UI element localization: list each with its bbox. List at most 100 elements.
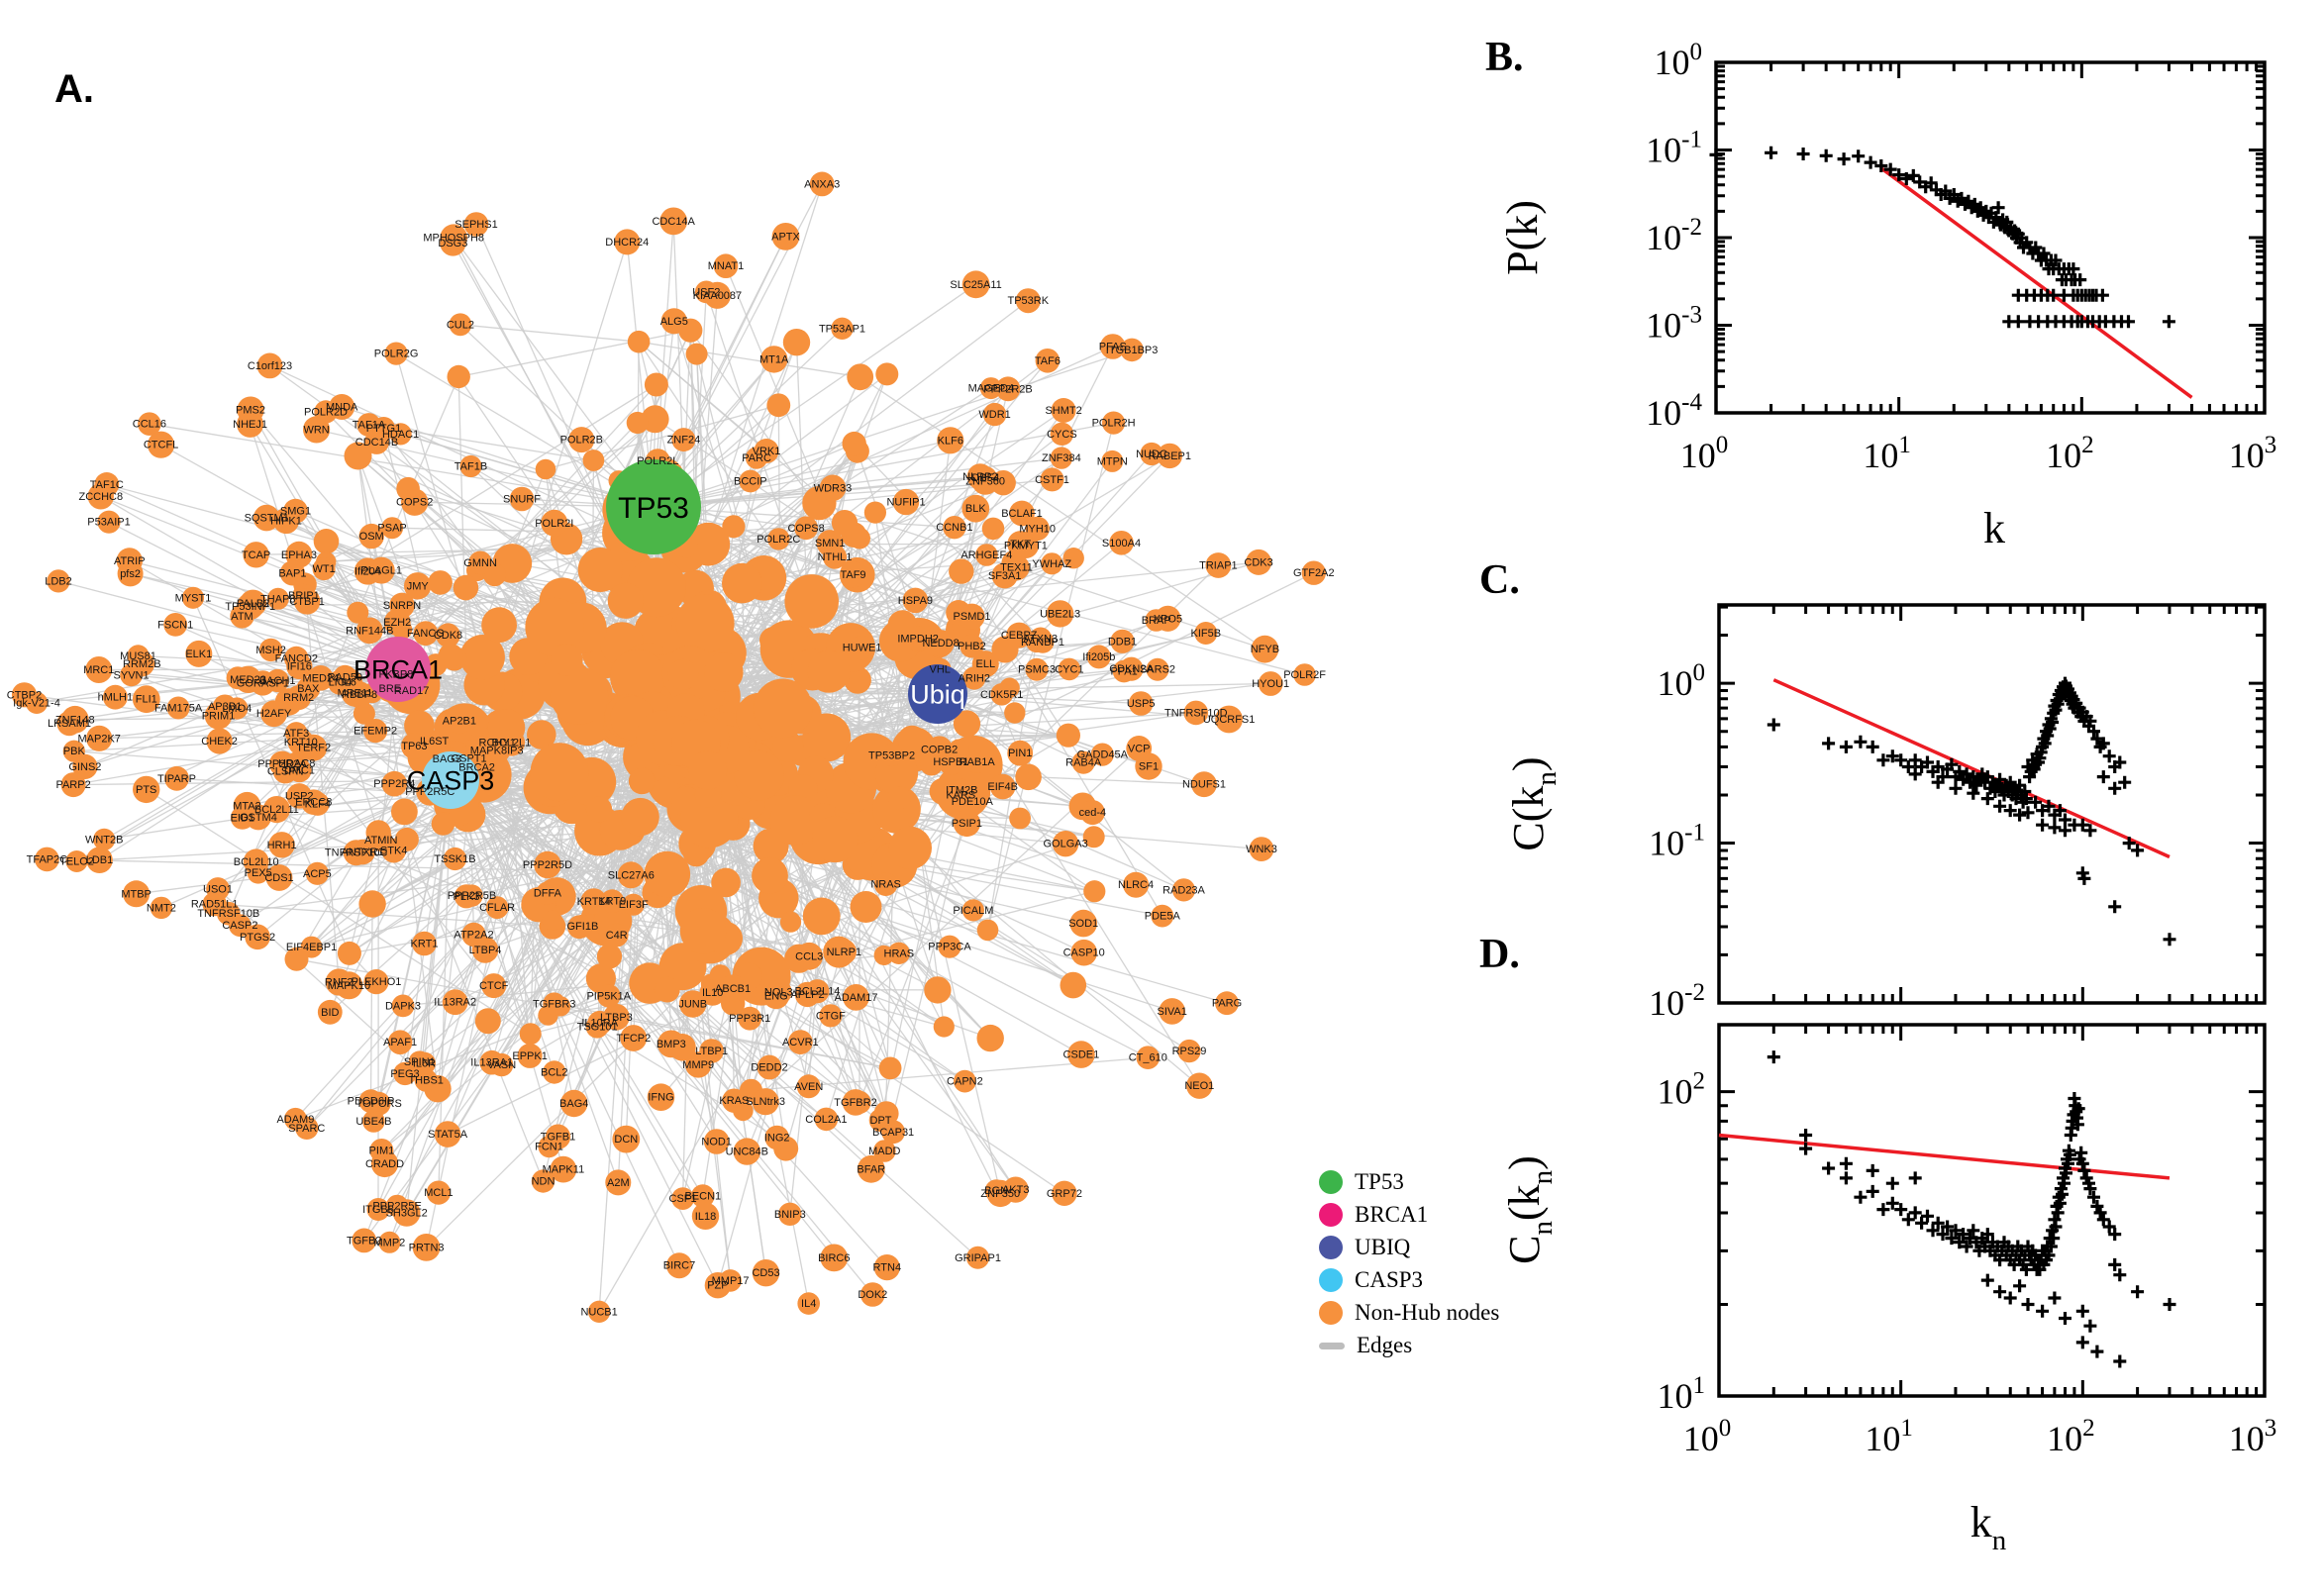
network-node[interactable]	[132, 685, 160, 714]
network-node[interactable]	[1123, 871, 1150, 898]
network-node[interactable]	[479, 1049, 505, 1075]
network-node[interactable]	[831, 317, 854, 340]
network-node[interactable]	[86, 725, 113, 751]
network-node[interactable]	[1083, 880, 1106, 903]
network-node[interactable]	[627, 330, 651, 353]
network-node[interactable]	[995, 376, 1021, 402]
network-node[interactable]	[943, 516, 966, 540]
network-node[interactable]	[65, 850, 88, 872]
network-node[interactable]	[1070, 939, 1097, 966]
network-node[interactable]	[605, 1169, 632, 1196]
network-node[interactable]	[924, 976, 952, 1004]
network-node[interactable]	[654, 976, 680, 1003]
network-node[interactable]	[1215, 991, 1239, 1016]
network-node[interactable]	[381, 838, 407, 863]
network-node[interactable]	[979, 377, 1002, 400]
network-node[interactable]	[381, 770, 408, 797]
hub-node-tp53[interactable]	[606, 459, 701, 554]
network-node[interactable]	[981, 517, 1005, 541]
network-node[interactable]	[329, 394, 355, 420]
network-node[interactable]	[305, 861, 329, 885]
network-node[interactable]	[352, 1228, 377, 1253]
network-node[interactable]	[97, 510, 121, 534]
network-node[interactable]	[233, 791, 261, 820]
network-node[interactable]	[527, 720, 556, 749]
network-node[interactable]	[990, 683, 1013, 706]
network-node[interactable]	[459, 454, 482, 478]
network-node[interactable]	[953, 809, 981, 838]
network-node[interactable]	[347, 601, 369, 624]
network-node[interactable]	[1003, 554, 1030, 581]
network-node[interactable]	[485, 896, 509, 920]
network-node[interactable]	[426, 1180, 451, 1205]
network-node[interactable]	[423, 730, 446, 752]
network-node[interactable]	[1293, 663, 1316, 686]
network-node[interactable]	[628, 767, 656, 795]
network-node[interactable]	[796, 1074, 821, 1099]
network-node[interactable]	[704, 652, 744, 692]
network-node[interactable]	[93, 828, 116, 851]
network-node[interactable]	[206, 728, 233, 754]
network-node[interactable]	[272, 507, 300, 535]
network-node[interactable]	[722, 1088, 747, 1113]
network-node[interactable]	[667, 658, 699, 690]
network-node[interactable]	[35, 847, 59, 872]
network-node[interactable]	[570, 914, 595, 939]
network-node[interactable]	[1069, 909, 1097, 938]
network-node[interactable]	[842, 431, 866, 456]
network-node[interactable]	[814, 1107, 839, 1132]
network-node[interactable]	[603, 1003, 630, 1031]
network-node[interactable]	[550, 666, 609, 725]
network-node[interactable]	[367, 556, 395, 584]
network-node[interactable]	[1007, 531, 1035, 557]
network-node[interactable]	[245, 924, 270, 950]
network-node[interactable]	[1050, 447, 1073, 469]
network-node[interactable]	[687, 750, 728, 790]
network-node[interactable]	[1082, 826, 1105, 848]
network-node[interactable]	[252, 504, 280, 532]
network-node[interactable]	[880, 744, 903, 767]
network-node[interactable]	[138, 412, 161, 437]
network-node[interactable]	[206, 877, 230, 901]
network-node[interactable]	[699, 979, 726, 1006]
network-node[interactable]	[739, 469, 762, 493]
network-node[interactable]	[959, 603, 985, 630]
network-node[interactable]	[1157, 443, 1183, 469]
network-node[interactable]	[1146, 657, 1169, 681]
network-node[interactable]	[1015, 763, 1042, 791]
network-node[interactable]	[453, 574, 479, 601]
network-node[interactable]	[614, 229, 641, 255]
network-node[interactable]	[902, 587, 929, 614]
network-node[interactable]	[120, 663, 143, 687]
network-node[interactable]	[604, 923, 629, 948]
network-node[interactable]	[580, 888, 607, 915]
network-node[interactable]	[1015, 288, 1041, 314]
network-node[interactable]	[87, 483, 115, 510]
network-node[interactable]	[878, 1056, 902, 1080]
network-node[interactable]	[412, 931, 437, 956]
network-node[interactable]	[738, 1006, 762, 1031]
network-node[interactable]	[550, 1155, 577, 1183]
network-node[interactable]	[863, 501, 887, 524]
network-node[interactable]	[1215, 705, 1243, 734]
network-node[interactable]	[1194, 622, 1218, 645]
network-node[interactable]	[984, 1179, 1008, 1203]
network-node[interactable]	[961, 494, 990, 523]
network-node[interactable]	[1046, 600, 1074, 628]
network-node[interactable]	[1191, 771, 1217, 798]
network-node[interactable]	[671, 428, 696, 452]
network-node[interactable]	[459, 635, 505, 680]
network-node[interactable]	[1051, 398, 1076, 423]
network-node[interactable]	[660, 308, 687, 335]
network-node[interactable]	[497, 729, 526, 756]
network-node[interactable]	[401, 733, 428, 759]
network-node[interactable]	[819, 1004, 843, 1028]
network-node[interactable]	[237, 396, 264, 424]
network-node[interactable]	[545, 1124, 571, 1149]
network-node[interactable]	[317, 999, 343, 1025]
network-node[interactable]	[1006, 622, 1033, 648]
network-node[interactable]	[733, 1138, 760, 1165]
network-node[interactable]	[1071, 750, 1095, 774]
network-node[interactable]	[767, 528, 790, 550]
network-node[interactable]	[404, 572, 432, 600]
